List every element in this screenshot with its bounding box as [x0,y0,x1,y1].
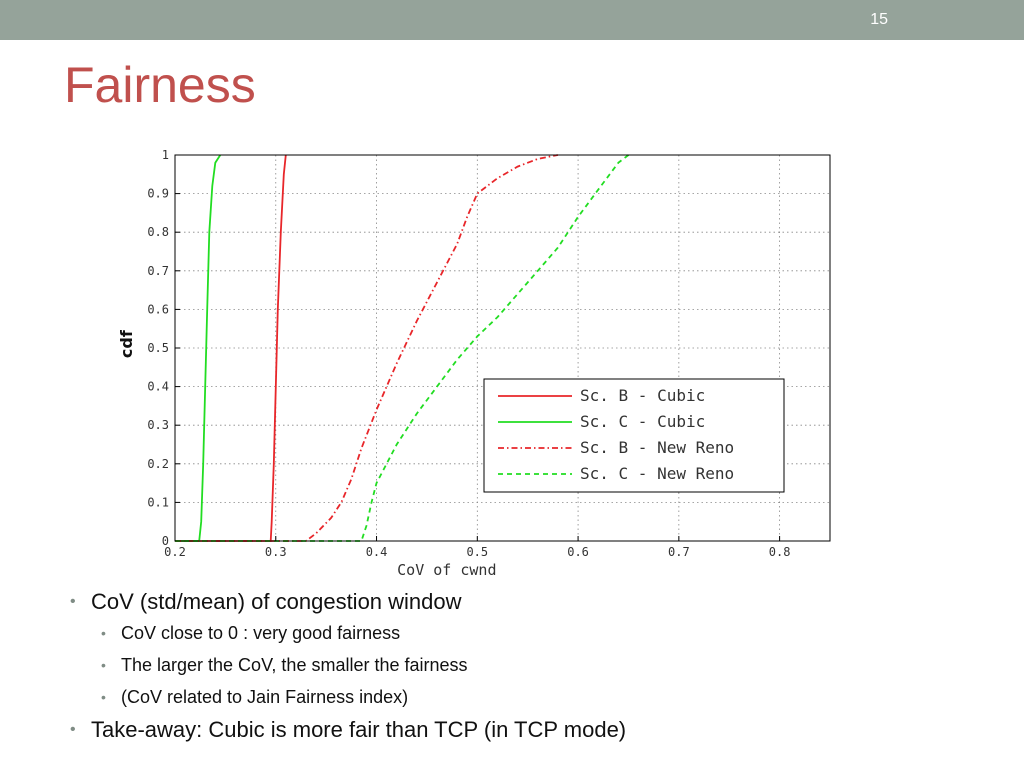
slide-number: 15 [870,11,888,28]
slide-title: Fairness [64,57,256,113]
series-line-2 [175,154,559,542]
series-line-1 [175,154,222,542]
y-tick-label: 0.8 [147,225,169,239]
cdf-chart: 0.2 0.3 0.4 0.5 0.6 0.7 0.8 0 0.1 0.2 0.3 0.4 0.5 0.6… [117,148,831,579]
y-tick-label: 0.4 [147,380,169,394]
y-tick-label: 0.3 [147,418,169,432]
y-tick-label: 0 [162,534,169,548]
series-line-3 [175,154,630,542]
top-bar: 15 [0,0,1024,40]
sub-bullet-close-to-zero: CoV close to 0 : very good fairness [101,620,970,646]
bullet-takeaway: Take-away: Cubic is more fair than TCP (… [70,716,970,744]
sub-bullet-jain-index: (CoV related to Jain Fairness index) [101,684,970,710]
x-tick-label: 0.3 [265,545,287,559]
y-tick-label: 0.6 [147,302,169,316]
x-tick-label: 0.7 [668,545,690,559]
bullet-cov-definition: CoV (std/mean) of congestion window [70,588,970,616]
y-axis-label: cdf [117,329,136,358]
legend-label-2: Sc. B - New Reno [580,438,734,457]
y-tick-label: 0.2 [147,457,169,471]
y-tick-label: 0.1 [147,495,169,509]
y-tick-label: 0.7 [147,264,169,278]
x-tick-label: 0.6 [567,545,589,559]
sub-bullet-larger-cov: The larger the CoV, the smaller the fair… [101,652,970,678]
legend-label-0: Sc. B - Cubic [580,386,705,405]
y-tick-label: 0.9 [147,187,169,201]
series-line-0 [175,154,287,542]
x-tick-label: 0.5 [466,545,488,559]
bullet-list: CoV (std/mean) of congestion window CoV … [70,588,970,748]
y-tick-label: 1 [162,148,169,162]
legend-label-1: Sc. C - Cubic [580,412,705,431]
legend-label-3: Sc. C - New Reno [580,464,734,483]
x-tick-label: 0.2 [164,545,186,559]
y-tick-label: 0.5 [147,341,169,355]
x-tick-label: 0.8 [769,545,791,559]
x-tick-label: 0.4 [366,545,388,559]
x-axis-label: CoV of cwnd [397,561,496,579]
